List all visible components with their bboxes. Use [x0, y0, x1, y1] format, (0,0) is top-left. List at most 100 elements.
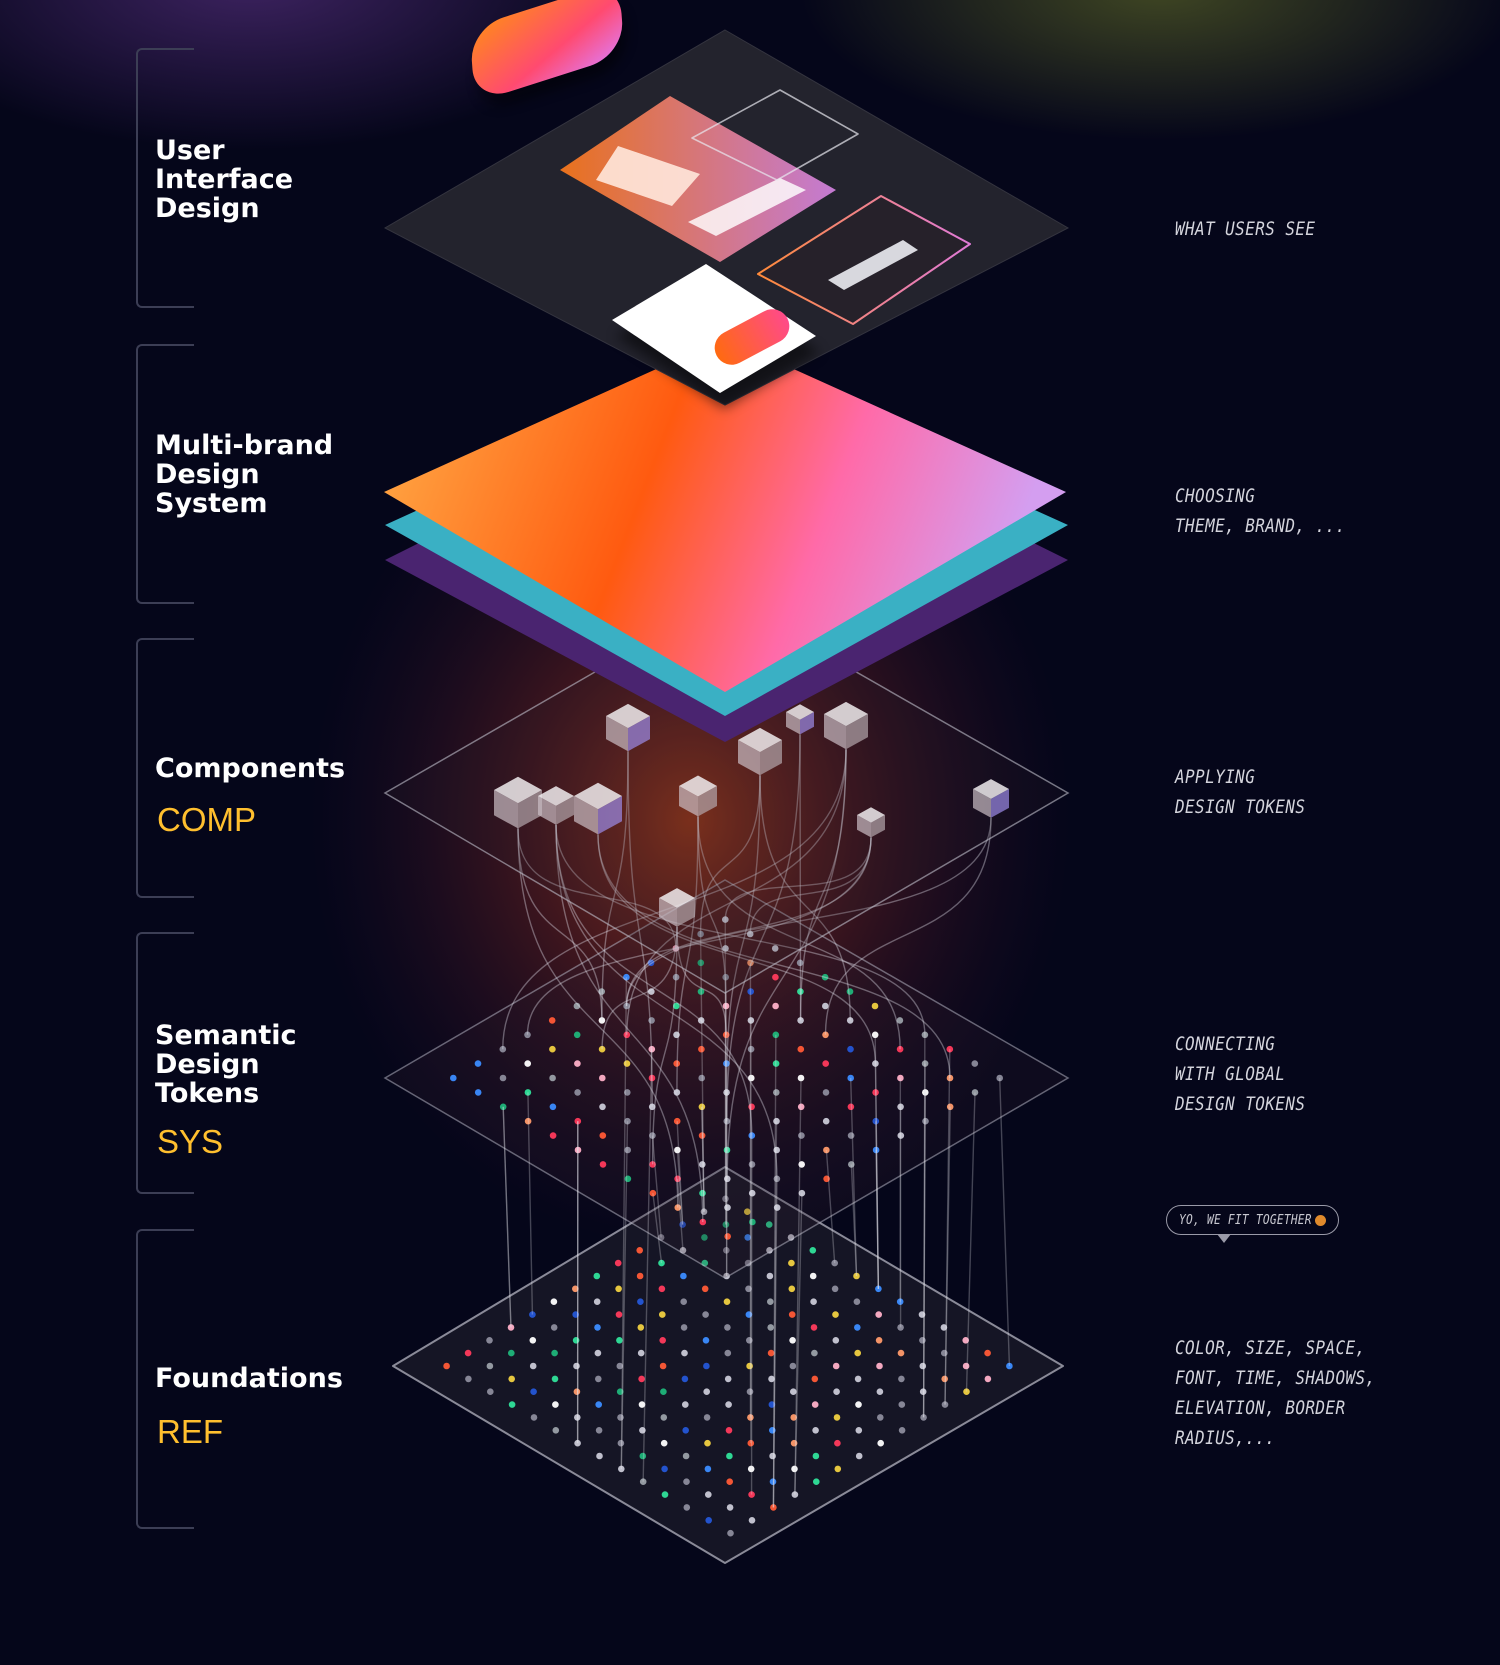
- ref-token-dot: [875, 1285, 882, 1293]
- layer-note-ui: WHAT USERS SEE: [1175, 218, 1316, 240]
- ref-token-dot: [940, 1324, 948, 1331]
- sys-token-dot: [524, 1031, 531, 1039]
- token-link-line: [874, 1063, 880, 1289]
- token-link-curve: [799, 749, 847, 1021]
- layer-bracket-ui: [136, 48, 194, 308]
- component-cube: [973, 779, 1009, 818]
- sys-token-dot: [871, 1031, 879, 1039]
- ref-token-dot: [573, 1362, 580, 1370]
- ref-token-dot: [876, 1388, 884, 1395]
- layer-title-brand: Multi-brand Design System: [155, 430, 334, 519]
- ref-token-dot: [854, 1349, 861, 1357]
- ref-token-dot: [724, 1375, 732, 1383]
- layer-bracket-semantic: [136, 932, 194, 1194]
- ref-token-dot: [831, 1259, 838, 1267]
- sys-token-dot: [648, 1045, 656, 1053]
- ref-token-dot: [853, 1272, 860, 1280]
- ref-token-dot: [595, 1375, 602, 1383]
- sys-token-dot: [699, 1161, 706, 1168]
- token-link-line: [875, 1121, 880, 1289]
- token-link-curve: [726, 749, 847, 1179]
- ref-token-dot: [769, 1452, 776, 1460]
- ref-token-dot: [618, 1465, 625, 1473]
- token-link-line: [502, 1106, 512, 1328]
- semantic-tokens-plane: [383, 879, 1070, 1279]
- ref-token-dot: [746, 1362, 753, 1370]
- token-link-line: [651, 1135, 662, 1238]
- ref-token-dot: [552, 1401, 559, 1408]
- sys-token-dot: [524, 1117, 532, 1125]
- sys-token-dot: [797, 1017, 804, 1024]
- ref-token-dot: [809, 1272, 817, 1280]
- ref-token-dot: [595, 1427, 603, 1434]
- ref-token-dot: [834, 1465, 842, 1473]
- sys-token-dot: [747, 1045, 755, 1053]
- token-link-line: [794, 1077, 802, 1495]
- ref-token-dot: [745, 1285, 752, 1293]
- token-link-curve: [627, 751, 653, 1107]
- token-link-line: [965, 1092, 976, 1392]
- ref-token-dot: [615, 1285, 622, 1293]
- component-cube: [606, 703, 650, 752]
- ref-token-dot: [724, 1324, 731, 1331]
- ref-token-dot: [723, 1247, 730, 1254]
- ref-token-dot: [896, 1298, 904, 1305]
- ref-token-dot: [636, 1272, 644, 1280]
- ui-card-button: [828, 240, 918, 290]
- token-link-line: [875, 1149, 880, 1289]
- ref-token-dot: [855, 1427, 863, 1434]
- ref-token-dot: [767, 1349, 775, 1357]
- sys-token-dot: [746, 930, 754, 938]
- sys-token-dot: [623, 973, 630, 981]
- ref-token-dot: [659, 1337, 666, 1344]
- sys-token-dot: [747, 1017, 755, 1024]
- ref-token-dot: [919, 1362, 927, 1370]
- ref-token-dot: [962, 1337, 969, 1344]
- ref-token-dot: [768, 1375, 775, 1383]
- ref-token-dot: [813, 1478, 820, 1485]
- token-link-line: [502, 1106, 512, 1328]
- foundations-plane: [392, 1166, 1064, 1564]
- ref-token-dot: [790, 1388, 797, 1395]
- ref-token-dot: [617, 1439, 625, 1447]
- sys-token-dot: [897, 1132, 905, 1139]
- token-link-curve: [824, 817, 992, 1035]
- ref-token-dot: [680, 1298, 687, 1305]
- token-link-line: [874, 1034, 880, 1289]
- token-link-line: [620, 977, 628, 1469]
- sys-token-dot: [673, 1117, 681, 1125]
- sys-token-dot: [574, 1060, 581, 1067]
- user-interface-plane: [383, 0, 1070, 409]
- sys-token-dot: [771, 945, 779, 952]
- token-link-curve: [697, 816, 901, 1050]
- ref-token-dot: [898, 1401, 906, 1408]
- sys-token-dot: [698, 1103, 706, 1111]
- ref-token-dot: [464, 1349, 472, 1357]
- ref-token-dot: [683, 1504, 691, 1511]
- sys-token-dot: [723, 1060, 730, 1067]
- token-link-curve: [597, 834, 877, 1064]
- ref-token-dot: [920, 1414, 927, 1421]
- ref-token-dot: [637, 1349, 645, 1357]
- sys-token-dot: [748, 1132, 756, 1139]
- sys-token-dot: [697, 930, 704, 938]
- ui-card-light-block: [596, 146, 700, 206]
- ref-token-dot: [832, 1337, 840, 1344]
- layer-code-foundations: REF: [157, 1413, 223, 1450]
- ref-token-dot: [703, 1388, 710, 1395]
- ref-token-dot: [747, 1465, 755, 1473]
- sys-token-dot: [697, 1017, 705, 1024]
- ref-token-dot: [636, 1247, 643, 1254]
- ref-token-dot: [551, 1349, 558, 1357]
- sys-token-dot: [649, 1161, 656, 1168]
- sys-token-dot: [822, 1031, 829, 1039]
- ref-token-dot: [550, 1298, 558, 1305]
- ref-token-dot: [616, 1388, 624, 1395]
- ref-token-dot: [726, 1452, 733, 1460]
- sys-token-dot: [846, 1017, 854, 1024]
- sys-token-dot: [847, 1132, 855, 1139]
- layer-note-semantic: CONNECTING WITH GLOBAL DESIGN TOKENS: [1175, 1033, 1306, 1115]
- ref-token-dot: [638, 1401, 646, 1408]
- foundation-token-dots: [443, 1195, 1013, 1537]
- ref-token-dot: [726, 1504, 734, 1511]
